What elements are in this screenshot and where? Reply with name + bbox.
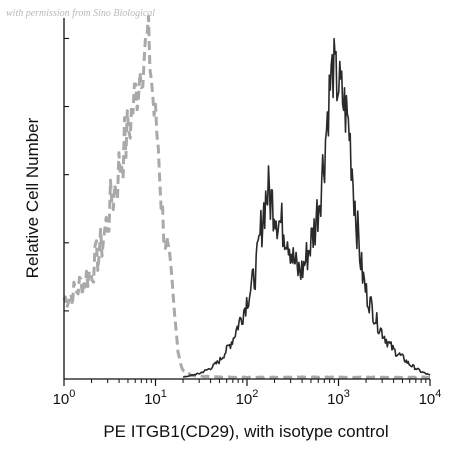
itgb1-stain-curve (182, 37, 431, 378)
x-tick-label: 103 (327, 388, 350, 408)
x-tick-label: 104 (419, 388, 442, 408)
y-axis-title: Relative Cell Number (23, 117, 42, 278)
x-axis-title: PE ITGB1(CD29), with isotype control (103, 422, 388, 441)
isotype-control-curve (62, 14, 431, 379)
x-tick-label: 102 (236, 388, 259, 408)
x-tick-label: 100 (53, 388, 76, 408)
labels-layer: PE ITGB1(CD29), with isotype control Rel… (23, 117, 389, 441)
series-layer (62, 14, 431, 379)
axes-layer: 100 101 102 103 104 (53, 18, 442, 408)
x-tick-label: 101 (144, 388, 167, 408)
watermark: with permission from Sino Biological (6, 8, 156, 19)
plot-background (64, 18, 430, 379)
